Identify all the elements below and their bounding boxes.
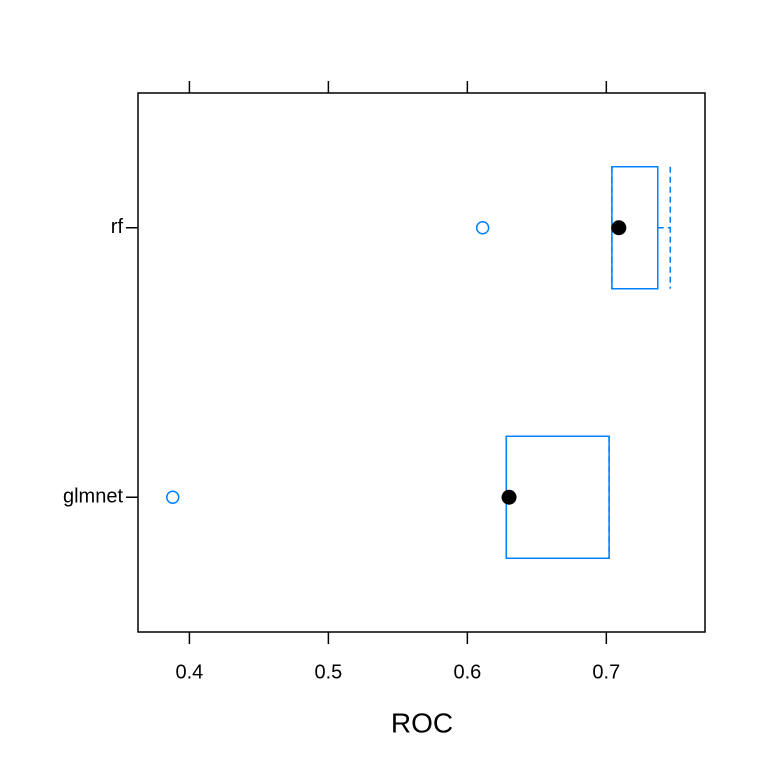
x-tick-label: 0.6 — [453, 661, 481, 683]
median — [501, 489, 517, 505]
y-tick-label: glmnet — [63, 486, 123, 508]
x-axis-label: ROC — [391, 707, 453, 738]
outlier — [475, 221, 490, 235]
panel-frame — [137, 92, 706, 633]
y-tick-label: rf — [111, 216, 124, 238]
x-tick-label: 0.4 — [176, 661, 204, 683]
x-tick-label: 0.5 — [314, 661, 342, 683]
x-tick-label: 0.7 — [592, 661, 620, 683]
outlier — [165, 490, 180, 504]
box — [505, 435, 610, 559]
median — [611, 220, 627, 236]
